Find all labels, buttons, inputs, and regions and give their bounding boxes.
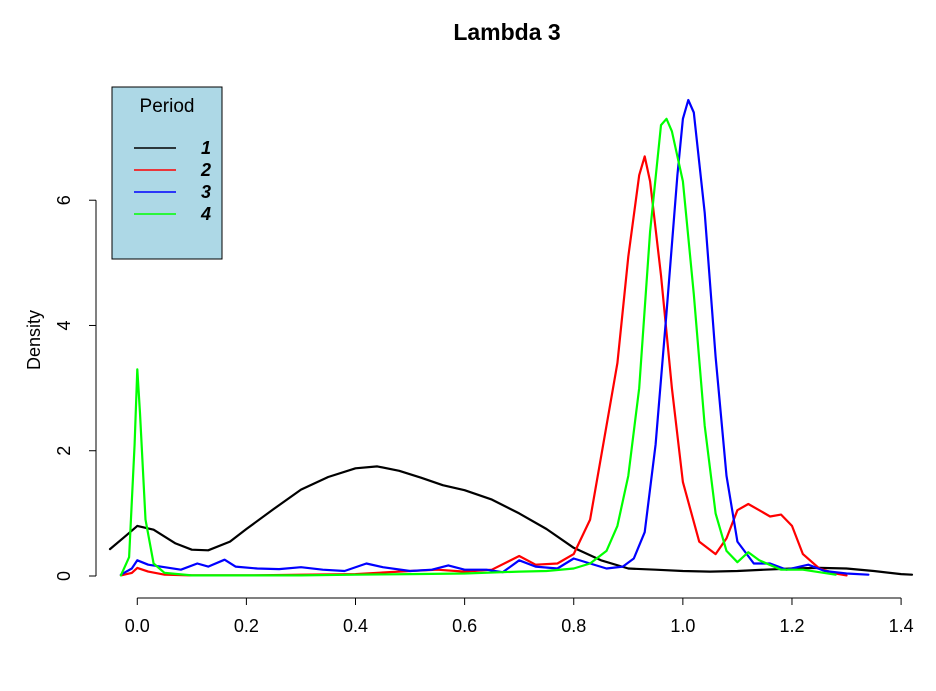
series-layer: [108, 98, 914, 577]
legend-box: [111, 86, 223, 260]
y-tick-label: 0: [54, 571, 74, 581]
series-line-3: [119, 98, 870, 576]
x-tick-label: 0.8: [561, 616, 586, 636]
x-tick-label: 0.4: [343, 616, 368, 636]
x-tick-label: 1.0: [670, 616, 695, 636]
y-tick-label: 6: [54, 195, 74, 205]
x-tick-label: 0.0: [125, 616, 150, 636]
axes: 0.0 0.2 0.4 0.6 0.8 1.0 1.2 1.4 0 2 4 6: [54, 195, 914, 636]
y-axis-label: Density: [24, 310, 44, 370]
y-tick-label: 2: [54, 446, 74, 456]
legend-label-4: 4: [200, 204, 211, 224]
series-line-1: [108, 465, 914, 576]
chart-title: Lambda 3: [453, 19, 560, 45]
legend-label-2: 2: [200, 160, 211, 180]
x-tick-label: 1.2: [779, 616, 804, 636]
x-tick-label: 0.2: [234, 616, 259, 636]
series-line-4: [119, 117, 837, 577]
y-tick-label: 4: [54, 320, 74, 330]
x-tick-label: 0.6: [452, 616, 477, 636]
legend-title: Period: [140, 96, 195, 117]
series-line-2: [119, 155, 848, 577]
x-tick-label: 1.4: [889, 616, 914, 636]
legend-label-3: 3: [201, 182, 211, 202]
legend-label-1: 1: [201, 138, 211, 158]
